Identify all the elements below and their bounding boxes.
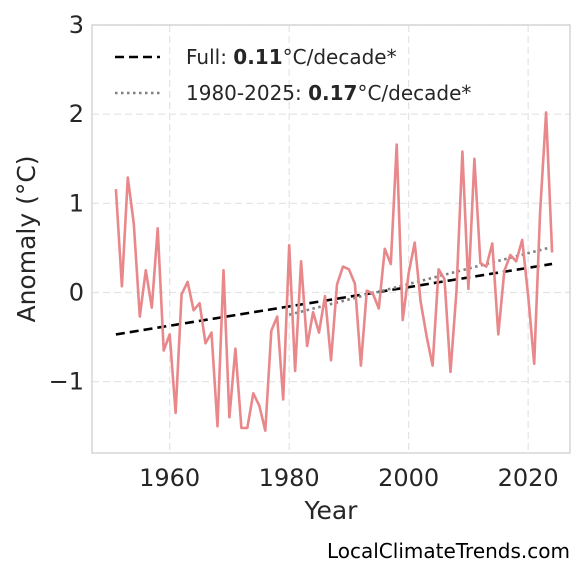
- watermark: LocalClimateTrends.com: [327, 539, 570, 563]
- x-tick-label: 2020: [498, 464, 559, 492]
- anomaly-series-line: [114, 111, 554, 433]
- trend-lines: [115, 245, 553, 336]
- y-tick-label: 1: [69, 189, 84, 217]
- y-tick-label: 2: [69, 100, 84, 128]
- y-tick-label: 0: [69, 279, 84, 307]
- trend-line-full: [115, 262, 553, 336]
- y-tick-label: 3: [69, 11, 84, 39]
- legend: Full: 0.11°C/decade* 1980-2025: 0.17°C/d…: [115, 45, 471, 105]
- x-tick-label: 1980: [259, 464, 320, 492]
- legend-label-full: Full: 0.11°C/decade*: [186, 45, 397, 69]
- plot-frame: [91, 24, 571, 454]
- legend-label-recent: 1980-2025: 0.17°C/decade*: [186, 81, 471, 105]
- x-axis-title: Year: [304, 496, 359, 525]
- data-series: [114, 111, 554, 433]
- y-tick-label: −1: [49, 368, 84, 396]
- x-tick-label: 1960: [139, 464, 200, 492]
- y-axis-title: Anomaly (°C): [12, 155, 41, 322]
- tick-labels: 1960 1980 2000 2020 −1 0 1 2 3: [49, 11, 559, 492]
- x-tick-label: 2000: [378, 464, 439, 492]
